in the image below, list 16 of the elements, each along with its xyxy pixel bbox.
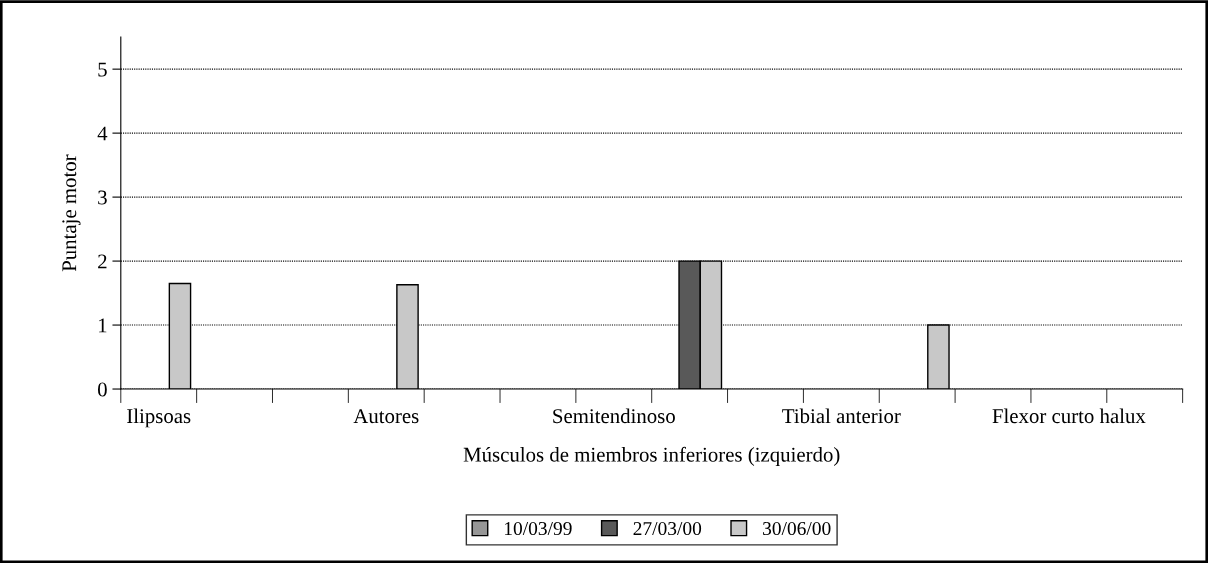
legend-label: 30/06/00 (763, 521, 831, 536)
legend-label: 27/03/00 (633, 521, 702, 536)
y-tick-label: 2 (98, 254, 107, 269)
y-tick-label: 4 (97, 126, 108, 141)
x-tick-label: Flexor curto halux (992, 408, 1146, 424)
legend-label: 10/03/99 (505, 521, 572, 536)
y-tick-label: 3 (98, 190, 107, 205)
y-tick-label: 5 (98, 62, 107, 77)
y-axis-title: Puntaje motor (62, 154, 81, 272)
y-tick-label: 0 (97, 382, 107, 397)
x-tick-label: Ilipsoas (127, 408, 191, 428)
y-tick-label: 1 (99, 318, 107, 333)
x-tick-label: Autores (353, 409, 419, 424)
x-tick-label: Tibial anterior (782, 408, 901, 424)
x-tick-label: Semitendinoso (553, 408, 675, 424)
x-axis-title: Músculos de miembros inferiores (izquierdo) (463, 446, 840, 466)
